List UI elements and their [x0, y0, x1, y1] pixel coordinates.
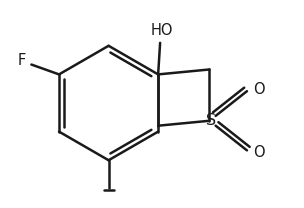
Text: S: S — [206, 113, 216, 128]
Text: O: O — [253, 145, 264, 160]
Text: O: O — [253, 82, 264, 97]
Text: F: F — [17, 53, 26, 68]
Text: HO: HO — [151, 22, 173, 37]
